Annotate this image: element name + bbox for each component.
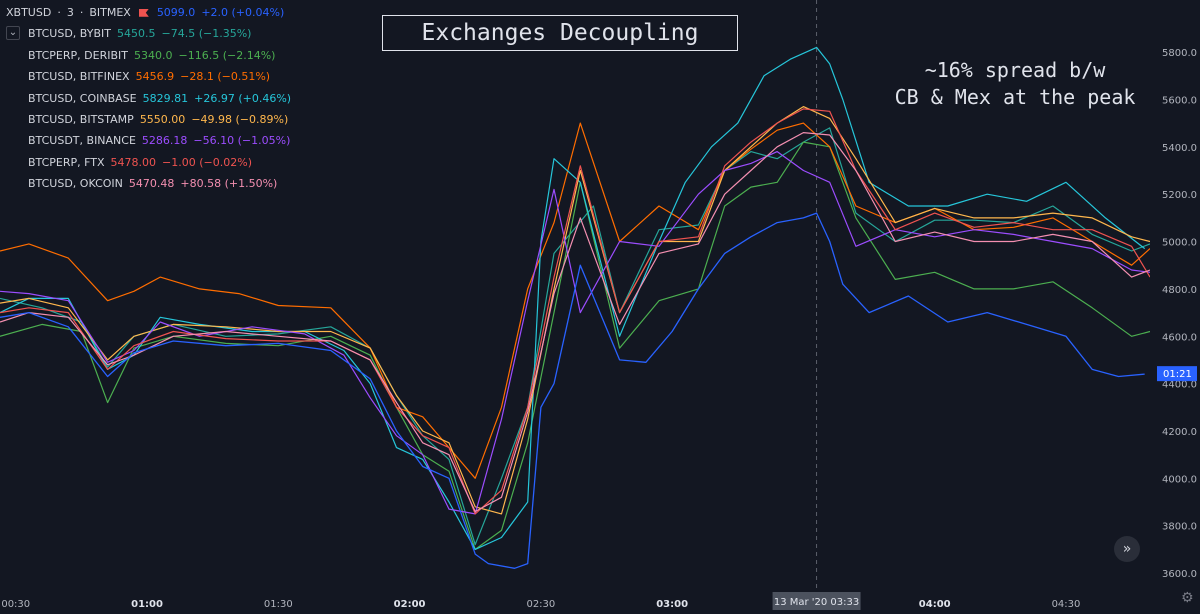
legend-row-change: −1.00 (−0.02%) <box>162 155 252 169</box>
note-line-2: CB & Mex at the peak <box>894 85 1136 109</box>
series-line-0[interactable] <box>0 127 1151 546</box>
y-tick-label: 5200.0 <box>1162 190 1197 201</box>
series-line-1[interactable] <box>0 141 1151 551</box>
x-tick-label: 01:30 <box>264 599 293 610</box>
legend-row-value: 5829.81 <box>142 91 189 105</box>
y-tick-label: 5600.0 <box>1162 95 1197 106</box>
series-line-6[interactable] <box>0 108 1151 515</box>
legend-row-value: 5286.18 <box>141 134 188 148</box>
series-line-8[interactable] <box>0 212 1145 569</box>
legend-row-value: 5450.5 <box>116 27 156 41</box>
x-tick-label: 04:30 <box>1052 599 1081 610</box>
legend-row[interactable]: ⌄ BTCUSD, BYBIT 5450.5 −74.5 (−1.35%) <box>6 23 291 44</box>
legend-row-name: BTCUSD, BYBIT <box>28 27 111 41</box>
main-change: +2.0 (+0.04%) <box>201 6 285 19</box>
legend-row[interactable]: BTCUSDT, BINANCE 5286.18 −56.10 (−1.05%) <box>6 130 291 151</box>
legend-row-change: +80.58 (+1.50%) <box>180 177 278 191</box>
legend-row-name: BTCUSD, BITSTAMP <box>28 113 134 127</box>
flag-icon[interactable] <box>138 8 149 17</box>
legend-row-value: 5478.00 <box>110 155 157 169</box>
legend-row-change: −56.10 (−1.05%) <box>193 134 291 148</box>
price-axis[interactable] <box>1150 0 1200 614</box>
legend-row[interactable]: BTCUSD, BITFINEX 5456.9 −28.1 (−0.51%) <box>6 66 291 87</box>
x-tick-label: 04:00 <box>919 599 951 610</box>
y-tick-label: 5000.0 <box>1162 238 1197 249</box>
crosshair-time-label-text: 13 Mar '20 03:33 <box>774 597 859 608</box>
last-price-label <box>1157 366 1197 382</box>
legend-row-change: −74.5 (−1.35%) <box>161 27 252 41</box>
y-tick-label: 5400.0 <box>1162 143 1197 154</box>
legend-row-name: BTCPERP, DERIBIT <box>28 48 128 62</box>
chevron-down-icon[interactable]: ⌄ <box>6 26 20 41</box>
legend-row-name: BTCUSD, COINBASE <box>28 91 137 105</box>
note-line-1: ~16% spread b/w <box>924 58 1106 82</box>
x-tick-label: 01:00 <box>131 599 163 610</box>
main-symbol-name: XBTUSD <box>6 6 52 19</box>
legend-row-name: BTCUSD, OKCOIN <box>28 177 123 191</box>
legend-row-change: −49.98 (−0.89%) <box>191 113 289 127</box>
main-value: 5099.0 <box>156 6 196 19</box>
chart-legend: XBTUSD · 3 · BITMEX 5099.0 +2.0 (+0.04%)… <box>6 2 291 195</box>
y-tick-label: 4400.0 <box>1162 380 1197 391</box>
y-tick-label: 4000.0 <box>1162 474 1197 485</box>
legend-row-change: −116.5 (−2.14%) <box>178 48 276 62</box>
legend-row-value: 5470.48 <box>128 177 175 191</box>
gear-icon[interactable]: ⚙ <box>1181 590 1194 606</box>
x-tick-label: 02:30 <box>526 599 555 610</box>
y-tick-label: 5800.0 <box>1162 48 1197 59</box>
x-tick-label: 00:30 <box>1 599 30 610</box>
last-price-label-text: 01:21 <box>1163 369 1192 380</box>
legend-row-name: BTCUSD, BITFINEX <box>28 70 130 84</box>
legend-row-value: 5550.00 <box>139 113 186 127</box>
main-interval: 3 <box>66 6 74 19</box>
x-tick-label: 02:00 <box>394 599 426 610</box>
legend-row-name: BTCPERP, FTX <box>28 155 105 169</box>
series-line-4[interactable] <box>0 105 1151 515</box>
y-tick-label: 4600.0 <box>1162 332 1197 343</box>
y-tick-label: 4200.0 <box>1162 427 1197 438</box>
legend-main-symbol[interactable]: XBTUSD · 3 · BITMEX 5099.0 +2.0 (+0.04%) <box>6 2 291 23</box>
legend-separator: · <box>79 6 84 19</box>
series-line-7[interactable] <box>0 132 1151 513</box>
legend-row-change: +26.97 (+0.46%) <box>194 91 292 105</box>
legend-row[interactable]: BTCUSD, OKCOIN 5470.48 +80.58 (+1.50%) <box>6 173 291 194</box>
legend-row-name: BTCUSDT, BINANCE <box>28 134 136 148</box>
legend-row[interactable]: BTCUSD, COINBASE 5829.81 +26.97 (+0.46%) <box>6 88 291 109</box>
scroll-to-realtime-button[interactable]: » <box>1114 536 1140 562</box>
series-line-2[interactable] <box>0 122 1151 479</box>
y-tick-label: 4800.0 <box>1162 285 1197 296</box>
crosshair-time-label <box>772 592 861 610</box>
legend-row[interactable]: BTCPERP, FTX 5478.00 −1.00 (−0.02%) <box>6 152 291 173</box>
legend-row-change: −28.1 (−0.51%) <box>180 70 271 84</box>
chart-title-annotation[interactable]: Exchanges Decoupling <box>382 15 738 51</box>
main-exchange: BITMEX <box>89 6 131 19</box>
y-tick-label: 3800.0 <box>1162 522 1197 533</box>
legend-row[interactable]: BTCUSD, BITSTAMP 5550.00 −49.98 (−0.89%) <box>6 109 291 130</box>
legend-row-value: 5456.9 <box>135 70 175 84</box>
legend-separator: · <box>57 6 61 19</box>
y-tick-label: 3600.0 <box>1162 569 1197 580</box>
legend-row-value: 5340.0 <box>133 48 173 62</box>
legend-row[interactable]: BTCPERP, DERIBIT 5340.0 −116.5 (−2.14%) <box>6 45 291 66</box>
x-tick-label: 03:00 <box>656 599 688 610</box>
spread-note-annotation[interactable]: ~16% spread b/w CB & Mex at the peak <box>862 57 1168 111</box>
